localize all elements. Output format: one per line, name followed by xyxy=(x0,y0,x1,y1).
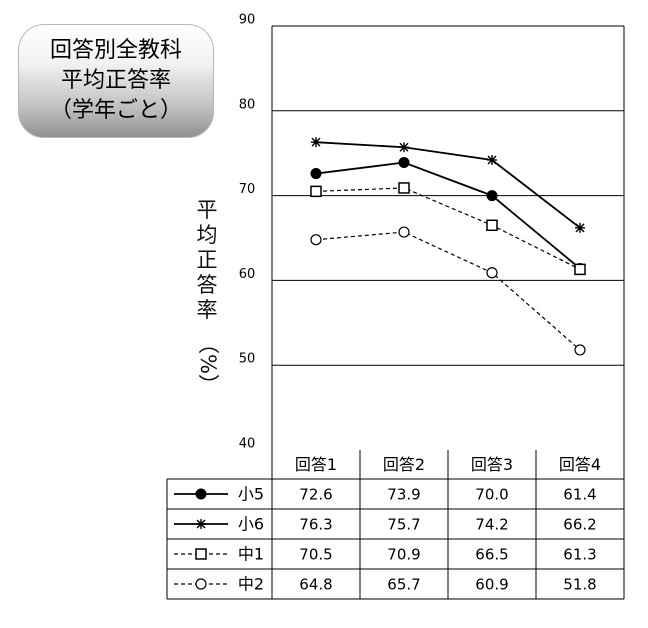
data-point xyxy=(311,137,321,148)
table-cell: 51.8 xyxy=(563,576,596,594)
data-point xyxy=(195,548,207,560)
chart-title-line-1: 回答別全教科 xyxy=(49,38,182,63)
chart-title-box: 回答別全教科 平均正答率 （学年ごと） xyxy=(18,24,214,138)
table-cell: 70.5 xyxy=(299,546,332,564)
data-point xyxy=(574,263,586,276)
legend-label: 中2 xyxy=(238,575,264,594)
data-point xyxy=(310,185,322,198)
y-axis-label-char: 正 xyxy=(196,248,218,272)
data-point xyxy=(310,234,322,246)
data-point xyxy=(486,190,498,202)
y-axis-unit: （%） xyxy=(196,333,220,395)
series-line-小6 xyxy=(315,141,581,229)
y-tick-label: 70 xyxy=(239,182,256,197)
y-axis-label-char: 均 xyxy=(196,223,218,247)
table-cell: 66.5 xyxy=(475,546,508,564)
table-cell: 66.2 xyxy=(563,516,596,534)
table-cell: 75.7 xyxy=(387,516,420,534)
x-category-label: 回答2 xyxy=(383,455,425,474)
data-point xyxy=(487,154,497,165)
data-point xyxy=(574,344,586,356)
table-cell: 61.4 xyxy=(563,486,596,504)
table-cell: 61.3 xyxy=(563,546,596,564)
legend-label: 中1 xyxy=(238,545,264,564)
series-line-中2 xyxy=(315,231,581,351)
legend-label: 小6 xyxy=(238,515,264,534)
table-cell: 65.7 xyxy=(387,576,420,594)
y-axis-label-char: 率 xyxy=(196,298,218,322)
data-point xyxy=(575,222,585,233)
table-cell: 70.9 xyxy=(387,546,420,564)
y-tick-label: 90 xyxy=(239,13,256,28)
y-tick-label: 50 xyxy=(239,352,256,367)
table-cell: 72.6 xyxy=(299,486,332,504)
y-axis-label-char: 平 xyxy=(196,198,218,222)
data-point xyxy=(196,519,206,529)
series-line-中1 xyxy=(315,187,581,270)
table-cell: 74.2 xyxy=(475,516,508,534)
x-category-label: 回答1 xyxy=(295,455,337,474)
data-point xyxy=(195,578,207,590)
chart-title-line-2: 平均正答率 xyxy=(60,68,171,93)
data-point xyxy=(195,488,207,500)
y-tick-label: 80 xyxy=(239,97,256,112)
y-tick-label: 40 xyxy=(239,437,256,452)
data-point xyxy=(398,157,410,169)
y-axis-label-char: 答 xyxy=(196,273,218,297)
y-axis-label: 平均正答率 （%） xyxy=(194,198,220,395)
data-point xyxy=(486,219,498,232)
table-cell: 76.3 xyxy=(299,516,332,534)
table-cell: 73.9 xyxy=(387,486,420,504)
data-point xyxy=(398,182,410,194)
table-cell: 64.8 xyxy=(299,576,332,594)
data-point xyxy=(486,267,498,279)
data-point xyxy=(399,142,409,153)
legend-label: 小5 xyxy=(238,485,264,504)
data-point xyxy=(398,226,410,238)
x-category-label: 回答3 xyxy=(471,455,513,474)
chart-title-line-3: （学年ごと） xyxy=(49,98,182,123)
x-category-label: 回答4 xyxy=(559,455,601,474)
y-axis-label-text: 平均正答率 xyxy=(194,198,220,323)
table-cell: 70.0 xyxy=(475,486,508,504)
y-tick-label: 60 xyxy=(239,267,256,282)
table-cell: 60.9 xyxy=(475,576,508,594)
data-point xyxy=(310,168,322,180)
series-line-小5 xyxy=(315,161,581,270)
